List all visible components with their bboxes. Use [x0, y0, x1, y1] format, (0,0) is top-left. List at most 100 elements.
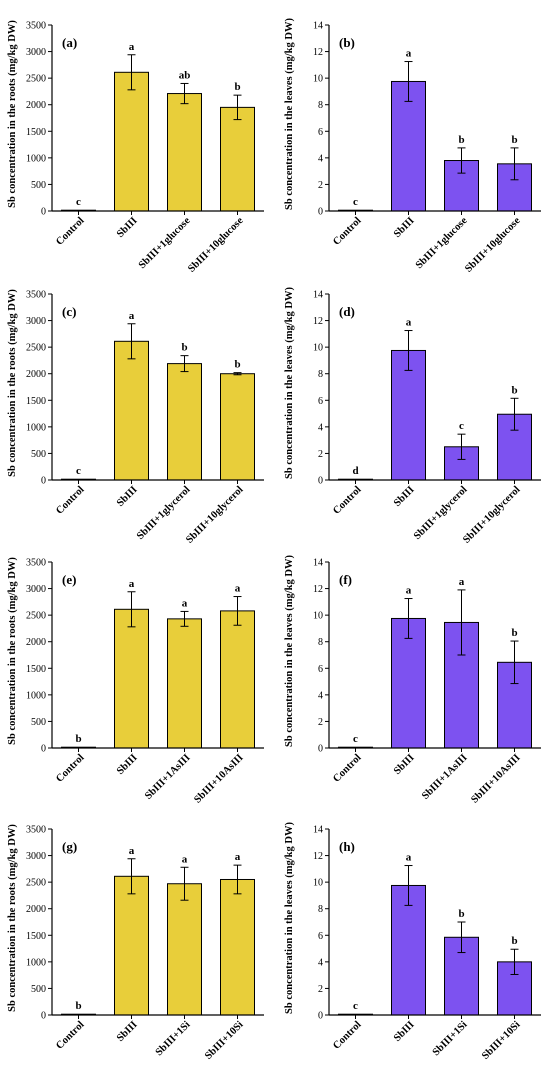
significance-label: b [181, 342, 187, 354]
category-label: SbIII+1AsIII [143, 752, 193, 802]
y-tick-label: 3000 [26, 851, 46, 862]
panel-letter: (c) [62, 304, 76, 319]
significance-label: a [406, 852, 412, 864]
y-tick-label: 2 [318, 449, 323, 460]
significance-label: a [406, 317, 412, 329]
y-tick-label: 1500 [26, 127, 46, 138]
bar [220, 610, 255, 749]
panel-letter: (b) [339, 35, 355, 50]
significance-label: a [182, 597, 188, 609]
bar [220, 373, 255, 481]
bar [167, 93, 202, 212]
y-tick-label: 12 [313, 584, 323, 595]
y-tick-label: 8 [318, 100, 323, 111]
y-axis-title: Sb concentration in the roots (mg/kg DW) [7, 557, 18, 745]
significance-label: a [235, 851, 241, 863]
chart-panel-b: 0 2 4 6 8 10 12 14 c Control a SbIII b SbIII+1glucose… [284, 18, 541, 275]
y-tick-label: 14 [313, 825, 323, 836]
chart-panel-a: 0 500 1000 1500 2000 2500 3000 3500 c Control a SbI… [7, 20, 264, 275]
chart-panel-d: 0 2 4 6 8 10 12 14 d Control a SbIII c SbIII+1glycero… [284, 287, 541, 546]
bar [167, 363, 202, 481]
y-tick-label: 2000 [26, 904, 46, 915]
category-label: SbIII [392, 484, 417, 509]
y-tick-label: 2 [318, 717, 323, 728]
y-tick-label: 0 [318, 476, 323, 487]
y-tick-label: 500 [31, 449, 46, 460]
significance-label: b [75, 733, 81, 745]
y-tick-label: 0 [41, 476, 46, 487]
y-tick-label: 2500 [26, 611, 46, 622]
category-label: SbIII+1glycerol [135, 484, 193, 542]
chart-panel-e: 0 500 1000 1500 2000 2500 3000 3500 b Control a SbI… [7, 557, 264, 806]
category-label: SbIII+1Si [431, 1019, 470, 1058]
chart-panel-g: 0 500 1000 1500 2000 2500 3000 3500 b Control a SbI… [7, 824, 264, 1062]
y-tick-label: 6 [318, 127, 323, 138]
y-tick-label: 0 [41, 1011, 46, 1022]
y-tick-label: 10 [313, 611, 323, 622]
category-label: SbIII+10glucose [463, 215, 523, 275]
y-tick-label: 12 [313, 316, 323, 327]
category-label: SbIII+1Si [154, 1019, 193, 1058]
category-label: Control [331, 1019, 363, 1051]
category-label: SbIII+10AsIII [192, 752, 245, 805]
category-label: SbIII [392, 1019, 417, 1044]
y-tick-label: 0 [318, 207, 323, 218]
category-label: SbIII+1AsIII [420, 752, 470, 802]
category-label: SbIII+1glucose [137, 215, 193, 271]
significance-label: c [459, 420, 464, 432]
panel-letter: (d) [339, 304, 355, 319]
bar [114, 340, 149, 481]
category-label: Control [331, 484, 363, 516]
y-axis-title: Sb concentration in the leaves (mg/kg DW… [284, 18, 295, 210]
panel-letter: (f) [339, 572, 352, 587]
y-tick-label: 3000 [26, 47, 46, 58]
significance-label: b [458, 908, 464, 920]
y-tick-label: 4 [318, 422, 323, 433]
y-tick-label: 12 [313, 47, 323, 58]
category-label: Control [54, 1019, 86, 1051]
category-label: SbIII+10glucose [186, 215, 246, 275]
category-label: SbIII+10glycerol [461, 484, 522, 545]
panel-letter: (h) [339, 839, 355, 854]
category-label: Control [54, 484, 86, 516]
significance-label: d [352, 465, 358, 477]
significance-label: c [353, 1000, 358, 1012]
y-tick-label: 14 [313, 21, 323, 32]
y-tick-label: 4 [318, 690, 323, 701]
bar [114, 71, 149, 212]
y-tick-label: 2000 [26, 637, 46, 648]
category-label: SbIII+10glycerol [184, 484, 245, 545]
significance-label: a [182, 853, 188, 865]
y-tick-label: 1000 [26, 690, 46, 701]
significance-label: a [129, 578, 135, 590]
y-tick-label: 6 [318, 396, 323, 407]
y-tick-label: 14 [313, 290, 323, 301]
significance-label: a [406, 48, 412, 60]
y-axis-title: Sb concentration in the roots (mg/kg DW) [7, 20, 18, 208]
significance-label: b [511, 134, 517, 146]
bar [391, 617, 426, 749]
bar [220, 106, 255, 212]
y-tick-label: 6 [318, 931, 323, 942]
bar [391, 884, 426, 1016]
y-tick-label: 0 [318, 1011, 323, 1022]
significance-label: a [459, 576, 465, 588]
y-tick-label: 2000 [26, 369, 46, 380]
significance-label: a [406, 585, 412, 597]
category-label: SbIII [115, 215, 140, 240]
bar [167, 883, 202, 1016]
category-label: SbIII [115, 1019, 140, 1044]
y-tick-label: 0 [318, 744, 323, 755]
significance-label: ab [179, 69, 191, 81]
significance-label: b [75, 1000, 81, 1012]
y-tick-label: 3500 [26, 290, 46, 301]
bar [220, 878, 255, 1016]
significance-label: a [129, 845, 135, 857]
y-tick-label: 12 [313, 851, 323, 862]
significance-label: a [129, 310, 135, 322]
category-label: SbIII+10AsIII [469, 752, 522, 805]
y-axis-title: Sb concentration in the roots (mg/kg DW) [7, 289, 18, 477]
y-tick-label: 2 [318, 984, 323, 995]
significance-label: a [235, 583, 241, 595]
y-tick-label: 2500 [26, 343, 46, 354]
